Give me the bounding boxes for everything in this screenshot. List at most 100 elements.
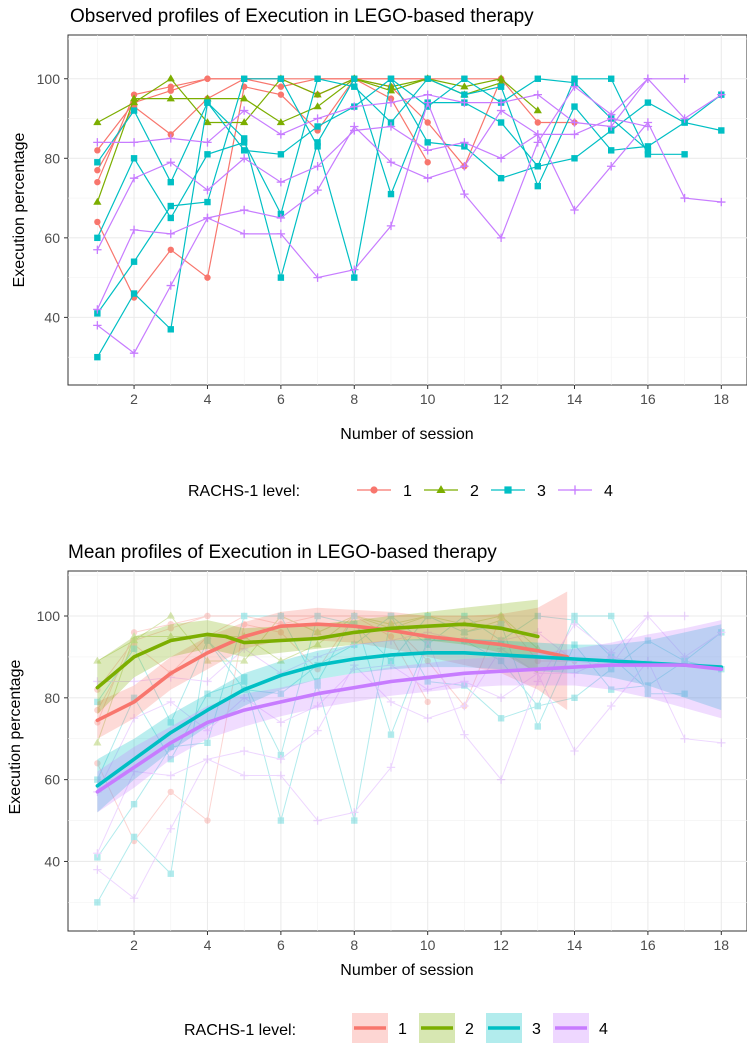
data-point-plus	[239, 106, 249, 115]
data-point-triangle	[93, 118, 102, 126]
chart-title: Observed profiles of Execution in LEGO-b…	[70, 6, 534, 27]
data-point-plus	[276, 229, 286, 239]
data-point-square	[424, 75, 431, 82]
data-point-square	[644, 686, 652, 693]
data-point-square	[351, 612, 358, 620]
data-point-plus	[717, 197, 726, 207]
data-point-square	[608, 612, 615, 620]
subject-line-group-3	[96, 78, 649, 184]
ribbon-group-3	[97, 624, 722, 813]
subject-line-group-4	[96, 656, 649, 793]
data-point-square	[461, 682, 468, 689]
data-point-plus	[570, 205, 579, 215]
data-point-plus	[239, 205, 249, 215]
data-point-triangle	[460, 82, 469, 90]
data-point-plus	[496, 98, 506, 107]
data-point-plus	[386, 636, 396, 645]
data-point-square	[94, 159, 101, 166]
data-point-plus	[680, 734, 689, 743]
data-point-square	[130, 107, 138, 114]
data-point-square	[534, 612, 541, 620]
data-point-plus	[166, 824, 175, 833]
data-point-square	[204, 637, 211, 644]
data-point-square	[571, 75, 578, 82]
data-point-plus	[386, 763, 396, 772]
data-point-circle	[277, 612, 285, 620]
data-point-plus	[166, 697, 175, 707]
data-point-plus	[203, 213, 212, 223]
data-point-square	[130, 645, 138, 652]
data-point-plus	[276, 718, 286, 727]
data-point-plus	[350, 664, 359, 674]
data-point-plus	[570, 669, 579, 678]
data-point-square	[424, 641, 431, 648]
data-point-plus	[680, 114, 689, 123]
legend-label: 3	[532, 1021, 541, 1038]
data-point-plus	[607, 648, 616, 658]
data-point-plus	[276, 177, 286, 187]
data-point-square	[461, 612, 468, 620]
data-point-square	[534, 75, 541, 82]
data-point-square	[204, 151, 211, 158]
subject-line-group-4	[97, 77, 722, 144]
data-point-circle	[351, 612, 358, 620]
data-point-plus	[93, 849, 102, 858]
data-point-circle	[370, 486, 378, 494]
legend-title: RACHS-1 level:	[188, 483, 300, 500]
data-point-square	[351, 83, 358, 90]
plot-panel	[67, 34, 747, 386]
y-axis-title: Execution percentage	[11, 133, 28, 288]
data-point-circle	[94, 760, 101, 767]
data-point-circle	[387, 612, 395, 620]
data-point-square	[534, 702, 541, 710]
data-point-circle	[167, 246, 174, 253]
data-point-plus	[239, 229, 249, 239]
x-tick-label: 16	[640, 391, 656, 407]
data-point-plus	[203, 754, 212, 764]
data-point-plus	[276, 771, 286, 780]
data-point-plus	[460, 730, 469, 739]
data-point-plus	[643, 611, 653, 621]
data-point-circle	[497, 612, 505, 620]
data-point-plus	[129, 894, 139, 903]
data-point-square	[314, 612, 321, 620]
data-point-square	[497, 657, 505, 665]
data-point-square	[167, 719, 174, 726]
subject-line-group-1	[96, 615, 502, 842]
data-point-square	[681, 151, 688, 158]
data-point-square	[644, 99, 652, 106]
subject-line-group-4	[97, 615, 722, 683]
data-point-plus	[496, 154, 506, 163]
data-point-plus	[129, 138, 139, 147]
data-point-triangle	[313, 640, 322, 648]
legend-item-1: 1	[357, 483, 412, 500]
data-point-plus	[496, 693, 506, 703]
data-point-circle	[240, 612, 248, 620]
observed-profiles-chart: Observed profiles of Execution in LEGO-b…	[11, 6, 747, 500]
subject-lines	[93, 74, 726, 361]
data-point-square	[424, 637, 431, 644]
data-point-circle	[277, 91, 285, 98]
data-point-plus	[350, 660, 359, 670]
data-point-square	[94, 776, 101, 783]
data-point-triangle	[129, 636, 139, 644]
data-point-plus	[313, 652, 322, 662]
data-point-plus	[313, 114, 322, 123]
data-point-circle	[167, 788, 174, 796]
data-point-plus	[350, 640, 359, 649]
subject-line-group-4	[96, 109, 722, 310]
data-point-square	[644, 637, 652, 644]
data-point-plus	[460, 677, 469, 686]
data-point-square	[240, 75, 248, 82]
data-point-plus	[93, 245, 102, 254]
mean-line-group-2	[95, 622, 540, 690]
data-point-square	[681, 657, 688, 665]
data-point-circle	[424, 119, 431, 126]
data-point-square	[387, 731, 395, 738]
ribbon-group-1	[97, 591, 568, 739]
data-point-circle	[424, 612, 431, 620]
data-point-square	[387, 657, 395, 665]
legend-item-3: 3	[486, 1013, 541, 1043]
data-point-plus	[607, 701, 616, 711]
data-point-square	[204, 99, 211, 106]
